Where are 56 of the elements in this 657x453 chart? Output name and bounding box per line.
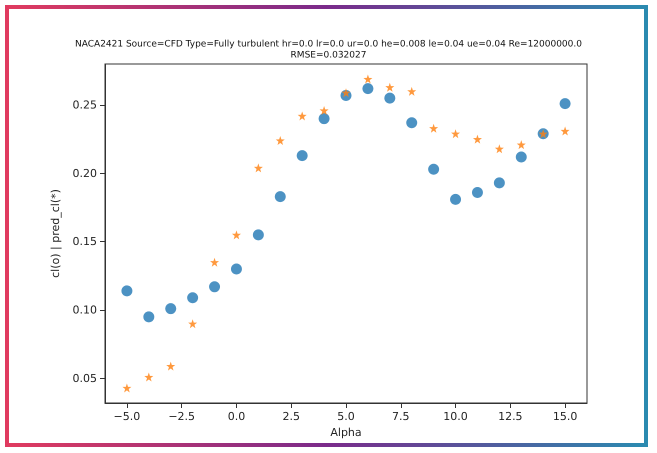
point <box>560 98 571 110</box>
point <box>252 229 264 240</box>
chart-title: NACA2421 Source=CFD Type=Fully turbulent hr=0.0 lr=0.0 ur=0.0 he=0.008 le=0.04 ue=0.04 Re=12000000.0 RMSE=0.032027 <box>75 40 582 60</box>
point <box>429 124 438 133</box>
point <box>406 117 418 128</box>
x-tick-label: −2.5 <box>168 410 196 423</box>
point <box>187 292 198 304</box>
x-axis-title: Alpha <box>330 426 362 439</box>
y-axis-title: cl(o) | pred_cl(*) <box>49 189 62 278</box>
point <box>428 164 440 175</box>
point <box>165 303 176 314</box>
point <box>122 383 132 392</box>
x-tick-label: 0.0 <box>228 410 246 423</box>
point <box>276 136 285 146</box>
point <box>342 88 350 98</box>
y-tick-label: 0.15 <box>72 235 97 248</box>
x-tick-label: 10.0 <box>443 410 468 423</box>
point <box>188 319 198 328</box>
point <box>320 106 329 115</box>
point <box>560 126 570 136</box>
point <box>232 230 241 240</box>
point <box>230 264 242 275</box>
point <box>494 177 505 188</box>
y-tick-label: 0.10 <box>72 304 97 317</box>
point <box>121 285 132 296</box>
point <box>209 281 220 292</box>
point <box>274 191 286 202</box>
point <box>296 150 308 162</box>
point <box>210 258 220 267</box>
y-tick-label: 0.25 <box>72 98 97 112</box>
point <box>166 362 176 371</box>
x-tick-label: 5.0 <box>337 410 355 423</box>
point <box>516 151 527 162</box>
point <box>407 86 416 96</box>
point <box>494 144 504 154</box>
point <box>298 111 307 120</box>
x-tick-label: 15.0 <box>552 410 578 423</box>
point <box>472 186 483 198</box>
y-tick-label: 0.05 <box>72 372 97 385</box>
point <box>144 372 154 382</box>
point <box>451 129 460 138</box>
point <box>450 194 462 205</box>
point <box>472 134 482 144</box>
point <box>143 311 154 322</box>
point <box>516 140 526 150</box>
point <box>385 82 394 92</box>
point <box>363 74 372 84</box>
x-tick-label: 12.5 <box>498 410 523 423</box>
x-tick-label: 7.5 <box>392 410 410 423</box>
x-tick-label: 2.5 <box>282 410 300 423</box>
point <box>384 92 396 104</box>
point <box>362 83 374 94</box>
point <box>318 113 330 124</box>
x-tick-label: −5.0 <box>114 410 140 423</box>
y-tick-label: 0.20 <box>72 166 97 180</box>
point <box>254 163 263 172</box>
